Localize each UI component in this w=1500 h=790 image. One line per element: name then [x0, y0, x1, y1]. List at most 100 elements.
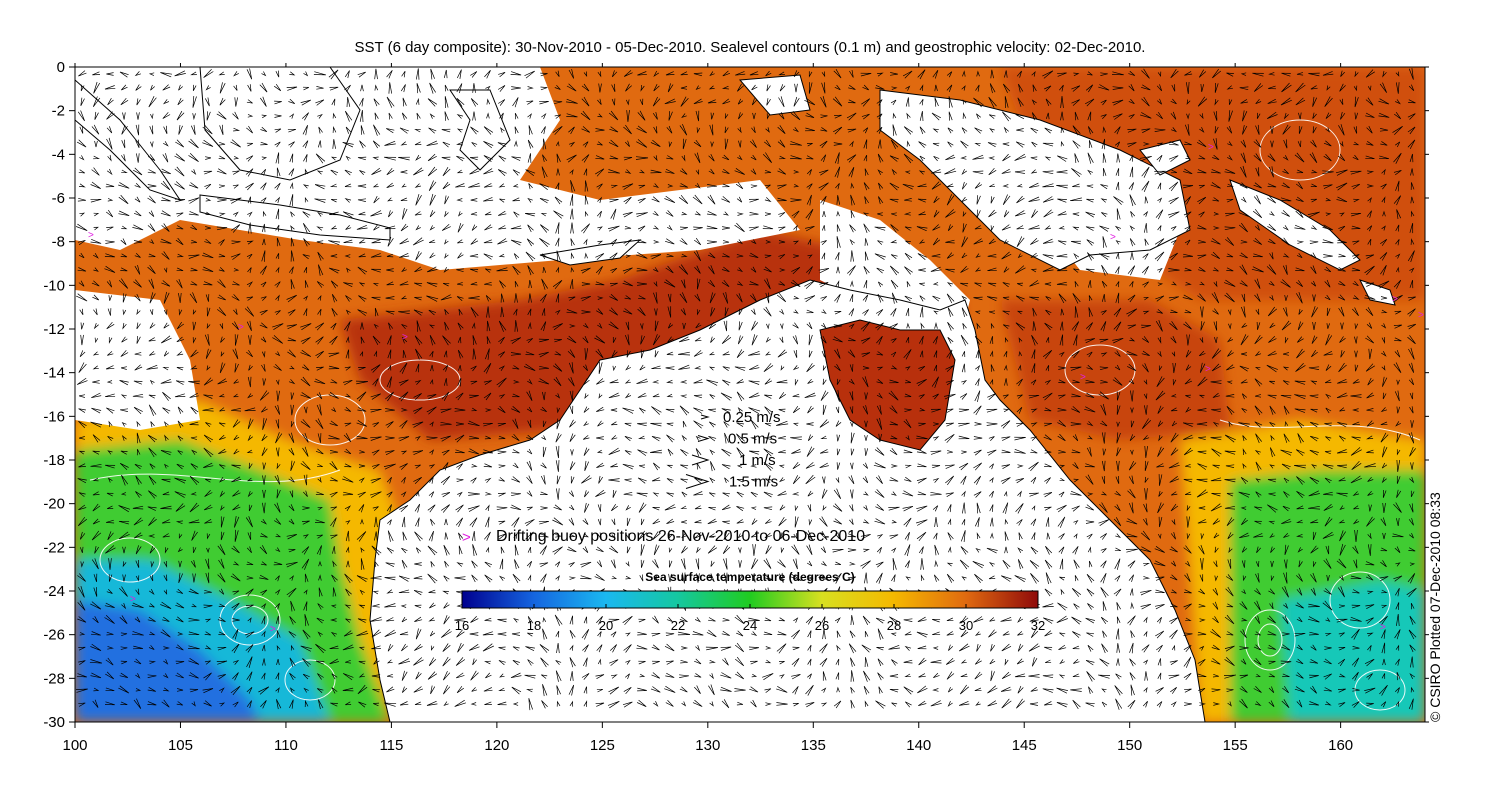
velocity-vector [751, 239, 757, 245]
velocity-vector [778, 408, 786, 413]
velocity-vector [1185, 407, 1192, 413]
velocity-vector [163, 589, 168, 595]
velocity-vector [1241, 408, 1248, 413]
velocity-vector [694, 365, 701, 370]
velocity-vector [1269, 464, 1275, 469]
velocity-vector [78, 492, 86, 497]
velocity-vector [483, 362, 492, 374]
velocity-vector [469, 644, 480, 651]
velocity-vector [233, 448, 240, 455]
velocity-vector [1224, 434, 1236, 443]
velocity-vector [959, 684, 970, 695]
velocity-vector [1168, 197, 1179, 205]
velocity-vector [1184, 239, 1191, 246]
velocity-vector [331, 574, 338, 583]
velocity-vector [1367, 632, 1374, 637]
velocity-vector [1310, 644, 1317, 651]
velocity-vector [1410, 602, 1415, 610]
velocity-vector [1365, 282, 1375, 287]
velocity-vector [961, 85, 966, 91]
velocity-vector [933, 532, 938, 540]
velocity-vector [120, 701, 128, 706]
velocity-vector [1394, 390, 1400, 402]
velocity-vector [1393, 112, 1402, 120]
velocity-vector [1044, 463, 1052, 468]
velocity-vector [150, 113, 154, 120]
velocity-vector [636, 139, 648, 148]
velocity-vector [440, 629, 452, 638]
velocity-vector [246, 656, 253, 668]
velocity-vector [330, 169, 339, 176]
velocity-vector [1339, 673, 1346, 678]
velocity-vector [300, 392, 312, 399]
velocity-vector [370, 477, 382, 484]
velocity-vector [1211, 492, 1221, 497]
velocity-vector [190, 349, 199, 358]
velocity-vector [692, 631, 704, 636]
velocity-vector [878, 686, 883, 694]
velocity-vector [1254, 520, 1262, 525]
velocity-vector [974, 335, 983, 345]
velocity-vector [121, 366, 127, 370]
velocity-vector [444, 239, 449, 245]
velocity-vector [92, 450, 100, 455]
velocity-vector [163, 267, 168, 274]
velocity-vector [416, 112, 421, 120]
velocity-vector [555, 309, 561, 315]
velocity-vector [567, 546, 577, 553]
velocity-legend-arrow [700, 414, 710, 420]
velocity-vector [751, 558, 759, 570]
sst-colorbar: Sea surface temperature (degrees C) 16 18… [455, 570, 1045, 633]
velocity-vector [877, 169, 883, 175]
velocity-vector [836, 195, 841, 205]
velocity-vector [584, 348, 589, 360]
velocity-vector [1143, 562, 1150, 567]
velocity-vector [1058, 674, 1065, 679]
velocity-vector [1199, 281, 1205, 286]
velocity-vector [1197, 658, 1206, 667]
velocity-vector [1002, 153, 1011, 162]
velocity-vector [1172, 379, 1177, 386]
velocity-vector [1115, 628, 1120, 640]
velocity-vector [1156, 701, 1163, 708]
velocity-vector [526, 448, 533, 455]
velocity-vector [217, 646, 227, 651]
velocity-vector [118, 531, 130, 540]
velocity-vector [1128, 475, 1134, 485]
velocity-vector [1241, 352, 1247, 356]
velocity-vector [791, 448, 802, 454]
velocity-vector [1381, 629, 1386, 639]
velocity-vector [1085, 211, 1095, 218]
velocity-vector [750, 168, 757, 175]
velocity-vector [442, 181, 451, 190]
velocity-vector [176, 321, 185, 330]
velocity-vector [1337, 688, 1346, 693]
velocity-vector [693, 420, 704, 429]
velocity-vector [651, 644, 660, 651]
velocity-vector [287, 337, 297, 342]
velocity-vector [1185, 155, 1191, 160]
velocity-vector [1212, 308, 1219, 315]
velocity-vector [232, 184, 239, 189]
velocity-vector [527, 379, 533, 385]
velocity-vector [765, 702, 772, 706]
velocity-vector [414, 128, 421, 133]
velocity-vector [470, 616, 479, 623]
velocity-vector [1154, 604, 1165, 610]
velocity-vector [1338, 124, 1345, 136]
velocity-vector [202, 688, 214, 694]
velocity-vector [889, 688, 899, 693]
x-tick-label: 160 [1328, 737, 1353, 754]
velocity-vector [1366, 408, 1374, 412]
velocity-vector [973, 296, 983, 301]
velocity-vector [1408, 362, 1415, 373]
velocity-vector [1366, 420, 1375, 427]
velocity-vector [640, 84, 645, 92]
velocity-vector [485, 672, 492, 679]
velocity-vector [344, 198, 352, 203]
velocity-vector [148, 475, 157, 485]
velocity-vector [805, 684, 814, 696]
velocity-vector [863, 279, 868, 289]
velocity-vector [1365, 112, 1375, 118]
velocity-vector [525, 212, 536, 217]
